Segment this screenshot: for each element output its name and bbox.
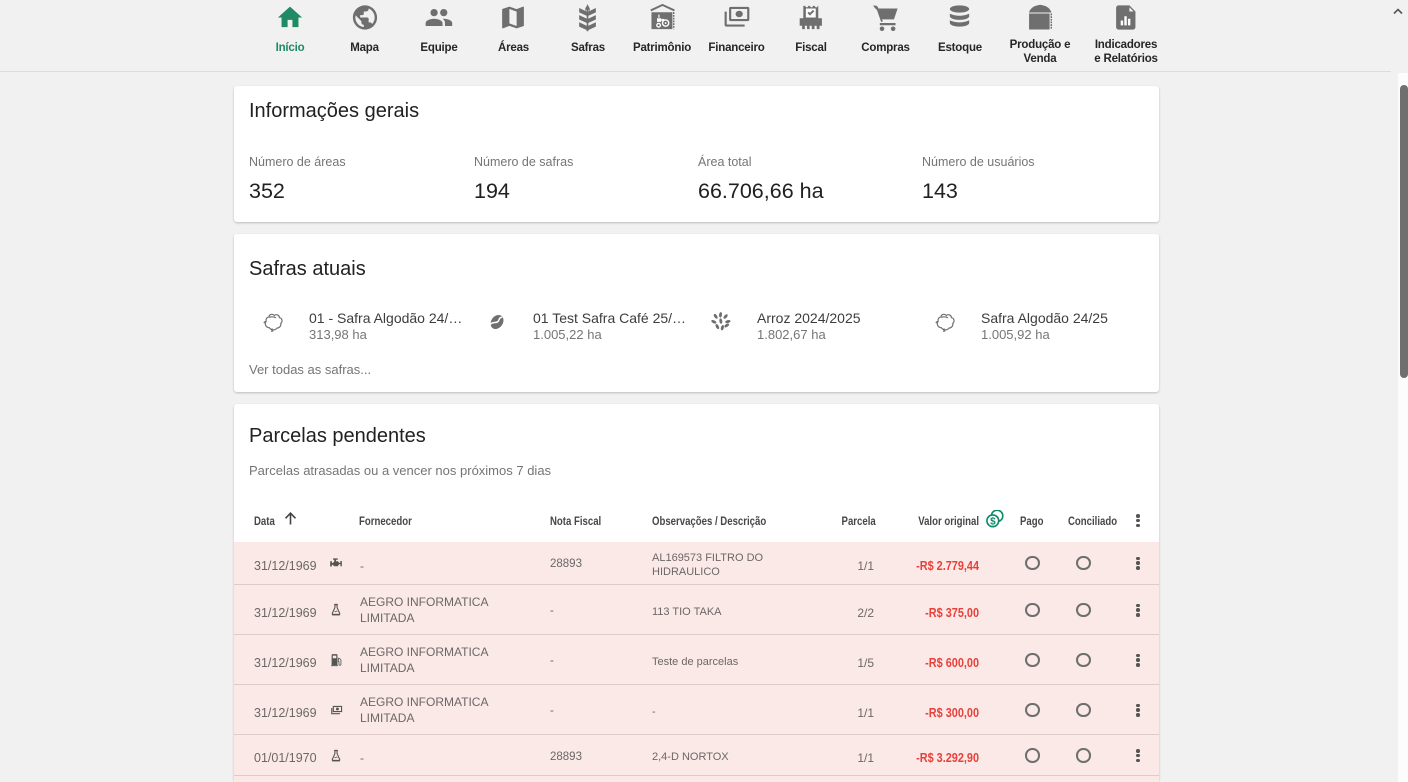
svg-text:$: $ (990, 516, 996, 527)
